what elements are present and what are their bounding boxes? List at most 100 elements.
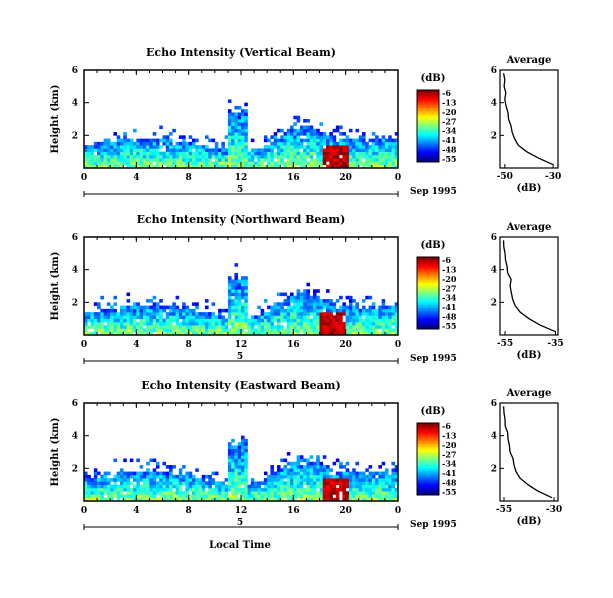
heatmap-cell [322, 491, 327, 495]
colorbar-tick-label: -34 [442, 293, 457, 303]
heatmap-cell [345, 148, 350, 152]
heatmap-cell [296, 158, 301, 162]
heatmap-cell [241, 109, 245, 113]
heatmap-cell [332, 318, 337, 323]
heatmap-cell [93, 468, 98, 472]
heatmap-cell [198, 312, 203, 316]
heatmap-cell [116, 164, 121, 169]
heatmap-cell [355, 325, 360, 329]
heatmap-cell [175, 478, 180, 482]
heatmap-cell [237, 325, 242, 329]
heatmap-cell [195, 148, 199, 152]
heatmap-cell [162, 158, 167, 162]
heatmap-cell [293, 128, 297, 133]
heatmap-cell [394, 328, 399, 333]
heatmap-cell [254, 318, 258, 323]
heatmap-cell [290, 315, 294, 319]
heatmap-cell [97, 151, 101, 156]
heatmap-cell [152, 471, 157, 476]
heatmap-cell [123, 474, 127, 479]
heatmap-cell [312, 325, 317, 329]
heatmap-cell [227, 478, 232, 482]
colorbar-segment [417, 111, 439, 113]
heatmap-cell [90, 321, 95, 326]
heatmap-cell [244, 325, 248, 329]
heatmap-cell [231, 135, 235, 139]
heatmap-cell [381, 461, 386, 466]
colorbar-segment [417, 290, 439, 292]
heatmap-cell [218, 484, 222, 489]
heatmap-cell [250, 161, 255, 166]
x-tick-label: 4 [133, 340, 139, 350]
heatmap-cell [227, 445, 232, 450]
heatmap-cell [116, 158, 121, 162]
heatmap-cell [100, 478, 104, 482]
heatmap-cell [149, 474, 153, 479]
heatmap-cell [237, 158, 242, 162]
heatmap-cell [293, 312, 297, 316]
heatmap-cell [348, 158, 353, 162]
heatmap-cell [142, 474, 147, 479]
heatmap-cell [384, 145, 389, 149]
heatmap-cell [159, 151, 163, 156]
heatmap-cell [303, 487, 307, 492]
heatmap-cell [348, 151, 353, 156]
heatmap-cell [237, 497, 242, 502]
heatmap-cell [113, 145, 118, 149]
colorbar-segment [417, 426, 439, 428]
heatmap-cell [116, 328, 121, 333]
heatmap-cell [267, 138, 271, 143]
heatmap-cell [358, 141, 363, 146]
heatmap-cell [149, 151, 153, 156]
date-marker: 5 [237, 185, 243, 195]
heatmap-cell [306, 325, 310, 329]
heatmap-cell [178, 161, 183, 166]
heatmap-cell [182, 315, 186, 319]
heatmap-cell [257, 491, 261, 495]
heatmap-cell [87, 145, 91, 149]
heatmap-cell [299, 292, 304, 297]
heatmap-cell [175, 328, 180, 333]
heatmap-cell [345, 474, 350, 479]
heatmap-cell [276, 151, 281, 156]
heatmap-cell [146, 148, 150, 152]
heatmap-cell [214, 148, 219, 152]
heatmap-cell [172, 481, 176, 485]
heatmap-cell [195, 484, 199, 489]
heatmap-cell [159, 471, 163, 476]
heatmap-cell [309, 474, 314, 479]
heatmap-cell [342, 302, 346, 306]
heatmap-cell [286, 145, 291, 149]
heatmap-cell [335, 315, 340, 319]
heatmap-cell [299, 491, 304, 495]
heatmap-cell [208, 491, 212, 495]
heatmap-cell [322, 471, 327, 476]
heatmap-cell [362, 328, 366, 333]
heatmap-cell [182, 305, 186, 310]
colorbar-segment [417, 266, 439, 268]
heatmap-cell [378, 481, 382, 485]
heatmap-cell [211, 164, 216, 169]
colorbar-segment [417, 126, 439, 128]
heatmap-cell [332, 145, 337, 149]
heatmap-cell [169, 494, 173, 499]
heatmap-cell [306, 128, 310, 133]
heatmap-cell [286, 295, 291, 300]
heatmap-cell [339, 321, 343, 326]
heatmap-cell [106, 308, 111, 313]
heatmap-cell [214, 487, 219, 492]
heatmap-cell [303, 328, 307, 333]
heatmap-cell [335, 125, 340, 130]
heatmap-cell [133, 154, 137, 159]
heatmap-cell [208, 321, 212, 326]
heatmap-cell [335, 321, 340, 326]
colorbar-segment [417, 439, 439, 442]
heatmap-cell [368, 481, 373, 485]
heatmap-cell [218, 318, 222, 323]
heatmap-cell [227, 158, 232, 162]
heatmap-cell [152, 321, 157, 326]
heatmap-cell [231, 279, 235, 284]
heatmap-cell [116, 491, 121, 495]
heatmap-cell [172, 328, 176, 333]
heatmap-cell [198, 478, 203, 482]
